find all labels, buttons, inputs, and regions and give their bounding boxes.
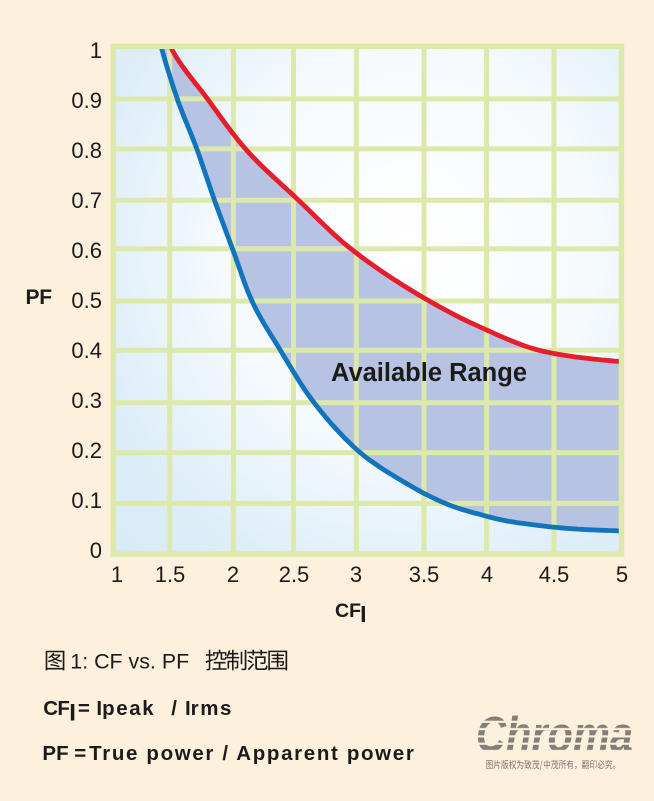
svg-text:Available Range: Available Range	[331, 359, 527, 387]
svg-text:1: CF vs. PF: 1: CF vs. PF	[70, 650, 189, 674]
svg-text:Chroma: Chroma	[476, 707, 633, 763]
